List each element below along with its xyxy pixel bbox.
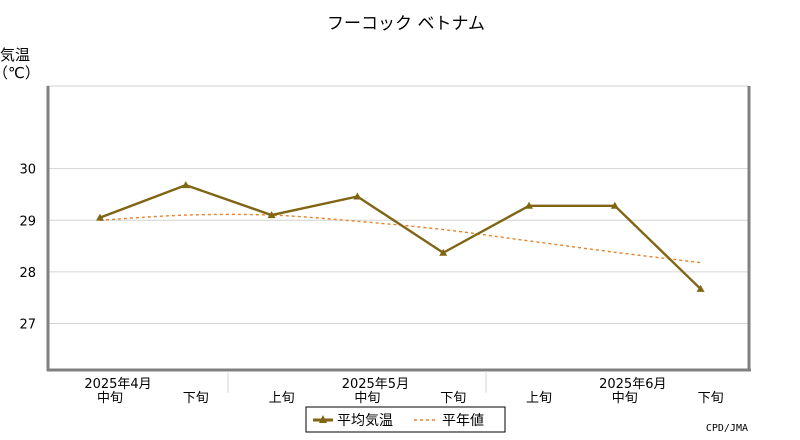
series-average-point — [267, 211, 276, 219]
series-average-point — [439, 248, 448, 256]
series-average-point — [181, 181, 190, 189]
legend-avg-marker — [319, 415, 327, 423]
legend-normal-label: 平年値 — [442, 413, 484, 429]
x-tick-label: 上旬 — [526, 391, 552, 406]
y-tick-label: 28 — [19, 266, 36, 281]
series-average-point — [696, 284, 705, 292]
y-tick-label: 30 — [19, 163, 36, 178]
y-axis-unit: （℃） — [0, 64, 40, 82]
x-tick-label: 下旬 — [440, 391, 466, 406]
month-label: 2025年5月 — [342, 377, 409, 392]
legend-avg-label: 平均気温 — [337, 413, 393, 429]
credit-text: CPD/JMA — [706, 423, 748, 434]
series-average-point — [353, 192, 362, 200]
plot-background — [47, 86, 749, 370]
series-average-point — [96, 213, 104, 221]
y-tick-labels: 27 28 29 30 — [19, 163, 36, 333]
x-tick-label: 下旬 — [698, 391, 724, 406]
x-tick-label: 下旬 — [183, 391, 209, 406]
y-tick-label: 27 — [19, 318, 36, 333]
series-average-line — [99, 183, 702, 290]
y-axis-label: 気温 — [0, 46, 30, 64]
x-tick-label: 中旬 — [97, 391, 123, 406]
legend-box — [305, 406, 506, 433]
y-tick-label: 29 — [19, 214, 36, 229]
x-tick-label: 中旬 — [354, 391, 380, 406]
legend: 平均気温 平年値 — [305, 406, 506, 433]
x-tick-label: 中旬 — [612, 391, 638, 406]
x-tick-label: 上旬 — [269, 391, 295, 406]
series-layer — [96, 181, 705, 292]
chart-title: フーコック ベトナム — [327, 14, 485, 34]
gridlines — [48, 168, 749, 325]
series-average-point — [525, 201, 533, 209]
month-label: 2025年4月 — [84, 377, 151, 392]
month-label: 2025年6月 — [599, 377, 666, 392]
series-average-point — [610, 201, 619, 209]
